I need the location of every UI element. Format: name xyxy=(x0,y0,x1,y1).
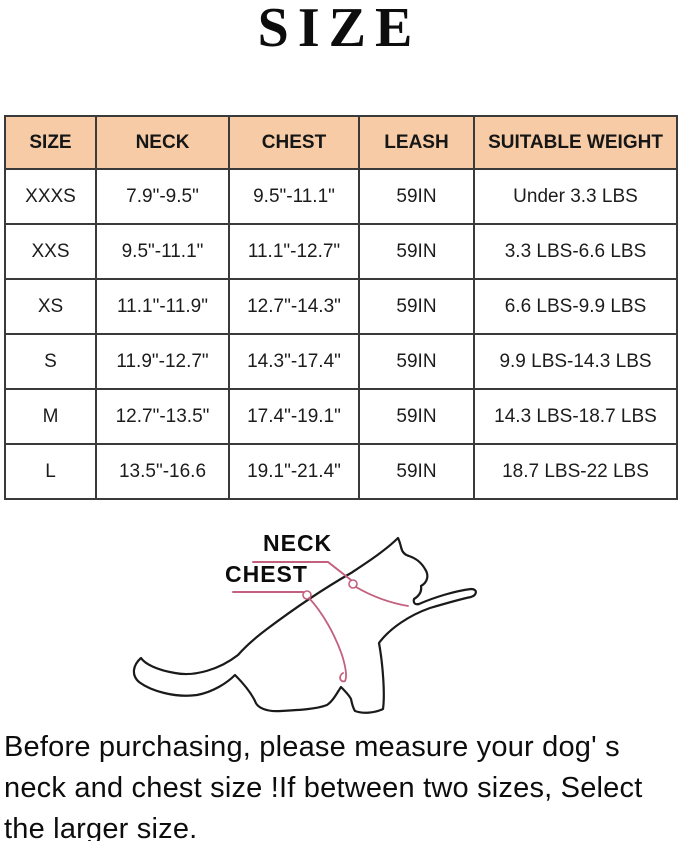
table-cell: 59IN xyxy=(358,168,475,225)
table-cell: 3.3 LBS-6.6 LBS xyxy=(473,223,678,280)
table-cell: S xyxy=(4,333,97,390)
purchase-note: Before purchasing, please measure your d… xyxy=(4,727,676,841)
table-cell: 59IN xyxy=(358,443,475,500)
chest-band-line xyxy=(308,597,347,683)
table-cell: XS xyxy=(4,278,97,335)
table-cell: 6.6 LBS-9.9 LBS xyxy=(473,278,678,335)
table-cell: M xyxy=(4,388,97,445)
table-cell: 59IN xyxy=(358,223,475,280)
table-cell: 18.7 LBS-22 LBS xyxy=(473,443,678,500)
table-cell: 59IN xyxy=(358,388,475,445)
size-table: SIZE NECK CHEST LEASH SUITABLE WEIGHT XX… xyxy=(4,115,678,500)
table-cell: 19.1"-21.4" xyxy=(228,443,360,500)
neck-label: NECK xyxy=(263,530,333,556)
table-cell: 7.9"-9.5" xyxy=(95,168,230,225)
pet-outline-drawing xyxy=(132,536,477,714)
table-cell: 14.3 LBS-18.7 LBS xyxy=(473,388,678,445)
table-cell: Under 3.3 LBS xyxy=(473,168,678,225)
table-cell: 9.5"-11.1" xyxy=(228,168,360,225)
table-cell: 12.7"-14.3" xyxy=(228,278,360,335)
column-header-chest: CHEST xyxy=(228,115,360,170)
column-header-neck: NECK xyxy=(95,115,230,170)
table-cell: 11.1"-11.9" xyxy=(95,278,230,335)
header-row: SIZE NECK CHEST LEASH SUITABLE WEIGHT xyxy=(4,115,678,170)
table-row-xxxs: XXXS 7.9"-9.5" 9.5"-11.1" 59IN Under 3.3… xyxy=(4,168,678,225)
table-cell: 14.3"-17.4" xyxy=(228,333,360,390)
table-cell: XXS xyxy=(4,223,97,280)
chest-band-loop xyxy=(302,590,312,600)
table-cell: L xyxy=(4,443,97,500)
neck-band-line xyxy=(355,586,409,607)
table-row-s: S 11.9"-12.7" 14.3"-17.4" 59IN 9.9 LBS-1… xyxy=(4,333,678,390)
pet-body-outline xyxy=(132,536,477,714)
table-row-xxs: XXS 9.5"-11.1" 11.1"-12.7" 59IN 3.3 LBS-… xyxy=(4,223,678,280)
table-cell: 9.9 LBS-14.3 LBS xyxy=(473,333,678,390)
column-header-suitable-weight: SUITABLE WEIGHT xyxy=(473,115,678,170)
table-row-xs: XS 11.1"-11.9" 12.7"-14.3" 59IN 6.6 LBS-… xyxy=(4,278,678,335)
column-header-size: SIZE xyxy=(4,115,97,170)
measurement-diagram: NECK CHEST xyxy=(95,525,495,725)
chest-label: CHEST xyxy=(225,561,308,587)
table-cell: 17.4"-19.1" xyxy=(228,388,360,445)
table-row-l: L 13.5"-16.6 19.1"-21.4" 59IN 18.7 LBS-2… xyxy=(4,443,678,500)
table-cell: 9.5"-11.1" xyxy=(95,223,230,280)
table-cell: 12.7"-13.5" xyxy=(95,388,230,445)
table-row-m: M 12.7"-13.5" 17.4"-19.1" 59IN 14.3 LBS-… xyxy=(4,388,678,445)
purchase-note-line: the larger size. xyxy=(4,813,198,841)
neck-band-loop xyxy=(348,579,358,589)
purchase-note-line: neck and chest size !If between two size… xyxy=(4,772,643,804)
table-cell: 11.9"-12.7" xyxy=(95,333,230,390)
table-cell: 13.5"-16.6 xyxy=(95,443,230,500)
table-cell: 59IN xyxy=(358,278,475,335)
table-cell: XXXS xyxy=(4,168,97,225)
neck-callout-line xyxy=(252,561,352,581)
column-header-leash: LEASH xyxy=(358,115,475,170)
page-title: SIZE xyxy=(257,0,422,59)
purchase-note-line: Before purchasing, please measure your d… xyxy=(4,731,620,763)
table-cell: 11.1"-12.7" xyxy=(228,223,360,280)
table-cell: 59IN xyxy=(358,333,475,390)
